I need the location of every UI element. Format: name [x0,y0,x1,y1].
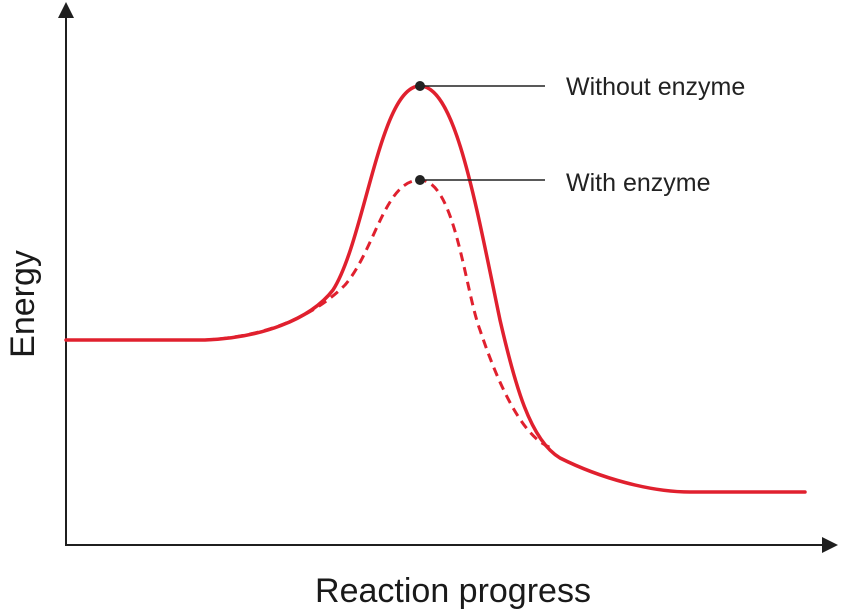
annotations: Without enzyme With enzyme [415,73,745,197]
curves [64,84,807,494]
axes [58,2,838,553]
with-enzyme-label: With enzyme [566,169,710,197]
without-enzyme-label: Without enzyme [566,73,745,101]
x-axis-arrow [822,537,838,553]
y-axis-arrow [58,2,74,18]
without-enzyme-curve [64,84,807,494]
with-enzyme-peak-dot [415,175,425,185]
x-axis-label: Reaction progress [315,572,591,610]
y-axis-label: Energy [4,250,42,358]
without-enzyme-peak-dot [415,81,425,91]
